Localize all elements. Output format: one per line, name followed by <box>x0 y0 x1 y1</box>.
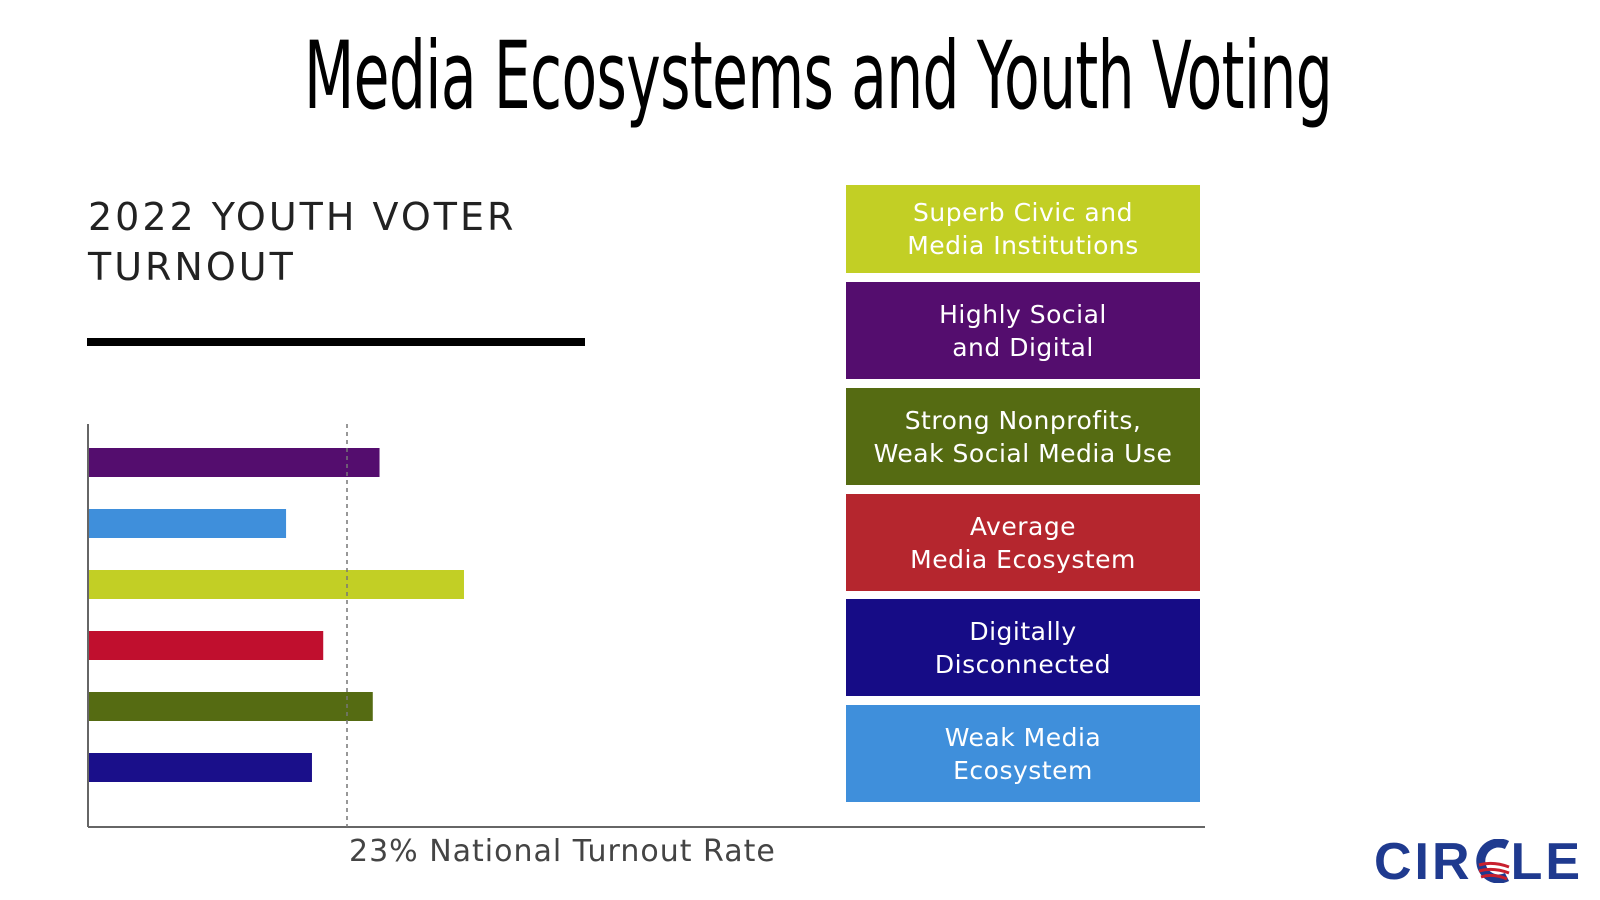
circle-logo: CIR LE <box>1374 832 1583 892</box>
bar-1 <box>89 448 380 477</box>
logo-text-left: CIR <box>1374 833 1473 891</box>
legend-item-label-line: Superb Civic and <box>913 198 1133 227</box>
bar-2 <box>89 509 287 538</box>
title-divider <box>87 338 585 346</box>
legend-item: Digitally Disconnected <box>846 599 1200 696</box>
main-title: Media Ecosystems and Youth Voting <box>304 22 1333 131</box>
chart-title: 2022 YOUTH VOTER TURNOUT <box>88 195 517 289</box>
bar-3 <box>89 570 464 599</box>
bar-5 <box>89 692 373 721</box>
legend-item-label-line: Disconnected <box>934 649 1112 679</box>
legend-item-label-line: Highly Social <box>939 299 1107 329</box>
legend-item-label-line: Strong Nonprofits, <box>904 405 1142 435</box>
logo-text-right: LE <box>1510 833 1584 891</box>
legend-item-label-line: Media Ecosystem <box>910 544 1136 574</box>
legend-item-label-line: Weak Social Media Use <box>873 438 1173 468</box>
legend-item-label-line: and Digital <box>952 332 1094 362</box>
legend-item: Superb Civic and Media Institutions <box>846 185 1200 273</box>
legend-item-label-line: Digitally <box>969 616 1077 646</box>
bar-6 <box>89 753 312 782</box>
legend-item-label-line: Ecosystem <box>953 755 1093 785</box>
legend-item: Weak Media Ecosystem <box>846 705 1200 802</box>
legend-item-label: Average Media Ecosystem <box>910 510 1136 576</box>
legend-item-label: Superb Civic and Media Institutions <box>907 196 1139 262</box>
flag-c-icon <box>1473 836 1511 884</box>
reference-line-label: 23% National Turnout Rate <box>349 834 776 869</box>
bar-4 <box>89 631 324 660</box>
legend-item-label-line: Average <box>969 511 1077 541</box>
legend-item-label: Digitally Disconnected <box>935 615 1111 681</box>
legend-item-label-line: Media Institutions <box>907 231 1139 260</box>
legend-item: Highly Social and Digital <box>846 282 1200 379</box>
legend-item-label: Weak Media Ecosystem <box>945 721 1101 787</box>
legend-item-label: Highly Social and Digital <box>939 298 1107 364</box>
legend-item: Average Media Ecosystem <box>846 494 1200 591</box>
legend-item-label-line: Weak Media <box>944 722 1102 752</box>
legend-item: Strong Nonprofits, Weak Social Media Use <box>846 388 1200 485</box>
legend-item-label: Strong Nonprofits, Weak Social Media Use <box>874 404 1173 470</box>
